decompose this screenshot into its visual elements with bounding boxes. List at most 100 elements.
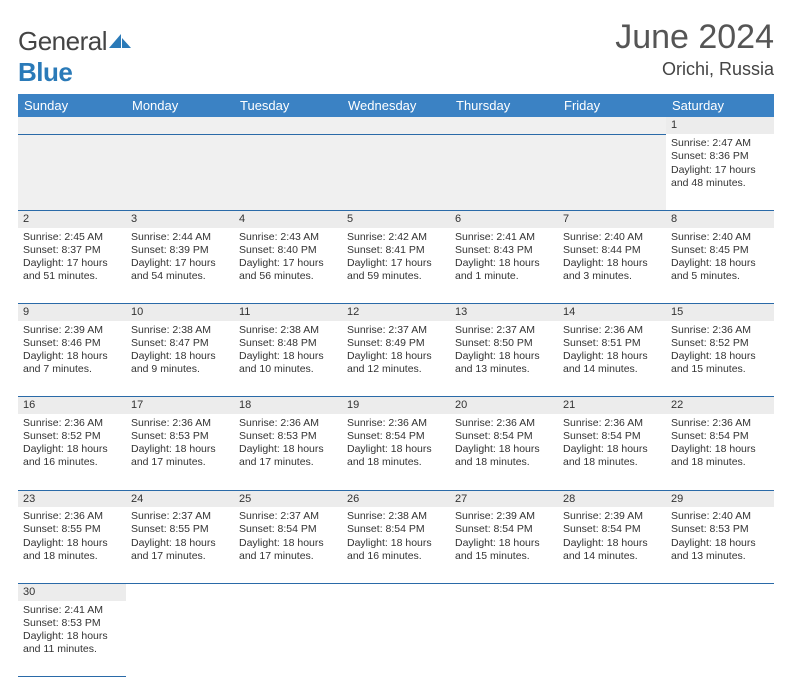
sunrise-line: Sunrise: 2:37 AM	[347, 324, 445, 337]
empty-cell	[342, 583, 450, 600]
empty-cell	[342, 117, 450, 134]
day-number: 12	[342, 304, 450, 321]
daylight-line: Daylight: 17 hours and 56 minutes.	[239, 257, 337, 283]
sunrise-line: Sunrise: 2:45 AM	[23, 231, 121, 244]
daylight-line: Daylight: 18 hours and 10 minutes.	[239, 350, 337, 376]
day-cell: Sunrise: 2:39 AMSunset: 8:46 PMDaylight:…	[18, 321, 126, 397]
sunrise-line: Sunrise: 2:36 AM	[671, 417, 769, 430]
brand-word2: Blue	[18, 57, 72, 87]
sunset-line: Sunset: 8:44 PM	[563, 244, 661, 257]
daynum-row: 1	[18, 117, 774, 134]
weekday-header: Friday	[558, 94, 666, 117]
day-number: 21	[558, 397, 666, 414]
day-number: 26	[342, 490, 450, 507]
day-cell: Sunrise: 2:36 AMSunset: 8:53 PMDaylight:…	[234, 414, 342, 490]
sunrise-line: Sunrise: 2:37 AM	[239, 510, 337, 523]
sunrise-line: Sunrise: 2:40 AM	[563, 231, 661, 244]
day-number: 15	[666, 304, 774, 321]
sunset-line: Sunset: 8:54 PM	[455, 430, 553, 443]
empty-cell	[558, 117, 666, 134]
sunrise-line: Sunrise: 2:37 AM	[455, 324, 553, 337]
day-cell: Sunrise: 2:37 AMSunset: 8:54 PMDaylight:…	[234, 507, 342, 583]
day-number: 29	[666, 490, 774, 507]
day-cell: Sunrise: 2:37 AMSunset: 8:55 PMDaylight:…	[126, 507, 234, 583]
sunset-line: Sunset: 8:40 PM	[239, 244, 337, 257]
sunrise-line: Sunrise: 2:38 AM	[239, 324, 337, 337]
sunrise-line: Sunrise: 2:37 AM	[131, 510, 229, 523]
day-cell: Sunrise: 2:36 AMSunset: 8:54 PMDaylight:…	[558, 414, 666, 490]
sunrise-line: Sunrise: 2:39 AM	[23, 324, 121, 337]
day-cell: Sunrise: 2:38 AMSunset: 8:47 PMDaylight:…	[126, 321, 234, 397]
sunrise-line: Sunrise: 2:36 AM	[23, 510, 121, 523]
daynum-row: 9101112131415	[18, 304, 774, 321]
brand-logo: General Blue	[18, 26, 133, 88]
day-cell: Sunrise: 2:36 AMSunset: 8:54 PMDaylight:…	[450, 414, 558, 490]
day-number: 20	[450, 397, 558, 414]
day-number: 14	[558, 304, 666, 321]
day-cell: Sunrise: 2:40 AMSunset: 8:45 PMDaylight:…	[666, 228, 774, 304]
day-cell: Sunrise: 2:38 AMSunset: 8:48 PMDaylight:…	[234, 321, 342, 397]
sunrise-line: Sunrise: 2:36 AM	[239, 417, 337, 430]
weekday-header: Wednesday	[342, 94, 450, 117]
sunset-line: Sunset: 8:55 PM	[131, 523, 229, 536]
sunset-line: Sunset: 8:54 PM	[671, 430, 769, 443]
day-number: 13	[450, 304, 558, 321]
day-number: 4	[234, 210, 342, 227]
daylight-line: Daylight: 18 hours and 14 minutes.	[563, 537, 661, 563]
sunrise-line: Sunrise: 2:47 AM	[671, 137, 769, 150]
daylight-line: Daylight: 18 hours and 18 minutes.	[347, 443, 445, 469]
sunset-line: Sunset: 8:54 PM	[563, 523, 661, 536]
day-cell: Sunrise: 2:41 AMSunset: 8:43 PMDaylight:…	[450, 228, 558, 304]
day-cell: Sunrise: 2:40 AMSunset: 8:53 PMDaylight:…	[666, 507, 774, 583]
sunrise-line: Sunrise: 2:40 AM	[671, 231, 769, 244]
empty-cell	[126, 134, 234, 210]
empty-cell	[126, 117, 234, 134]
brand-text: General Blue	[18, 26, 133, 88]
daylight-line: Daylight: 18 hours and 15 minutes.	[455, 537, 553, 563]
day-number: 1	[666, 117, 774, 134]
daylight-line: Daylight: 18 hours and 18 minutes.	[455, 443, 553, 469]
daylight-line: Daylight: 18 hours and 18 minutes.	[563, 443, 661, 469]
day-cell: Sunrise: 2:43 AMSunset: 8:40 PMDaylight:…	[234, 228, 342, 304]
sunrise-line: Sunrise: 2:41 AM	[23, 604, 121, 617]
title-block: June 2024 Orichi, Russia	[615, 18, 774, 80]
day-cell: Sunrise: 2:42 AMSunset: 8:41 PMDaylight:…	[342, 228, 450, 304]
sunset-line: Sunset: 8:52 PM	[23, 430, 121, 443]
day-number: 18	[234, 397, 342, 414]
weekday-header: Thursday	[450, 94, 558, 117]
day-number: 23	[18, 490, 126, 507]
sunset-line: Sunset: 8:51 PM	[563, 337, 661, 350]
brand-word1: General	[18, 26, 107, 56]
sunrise-line: Sunrise: 2:36 AM	[23, 417, 121, 430]
empty-cell	[234, 583, 342, 600]
day-number: 30	[18, 583, 126, 600]
day-number: 5	[342, 210, 450, 227]
sunset-line: Sunset: 8:53 PM	[131, 430, 229, 443]
day-cell: Sunrise: 2:38 AMSunset: 8:54 PMDaylight:…	[342, 507, 450, 583]
weekday-header-row: SundayMondayTuesdayWednesdayThursdayFrid…	[18, 94, 774, 117]
calendar-table: SundayMondayTuesdayWednesdayThursdayFrid…	[18, 94, 774, 677]
sunset-line: Sunset: 8:37 PM	[23, 244, 121, 257]
day-number: 7	[558, 210, 666, 227]
empty-cell	[342, 134, 450, 210]
sunset-line: Sunset: 8:46 PM	[23, 337, 121, 350]
day-cell: Sunrise: 2:36 AMSunset: 8:53 PMDaylight:…	[126, 414, 234, 490]
day-cell: Sunrise: 2:45 AMSunset: 8:37 PMDaylight:…	[18, 228, 126, 304]
daynum-row: 2345678	[18, 210, 774, 227]
location-label: Orichi, Russia	[615, 59, 774, 80]
sunrise-line: Sunrise: 2:36 AM	[671, 324, 769, 337]
daylight-line: Daylight: 18 hours and 1 minute.	[455, 257, 553, 283]
day-number: 3	[126, 210, 234, 227]
sunset-line: Sunset: 8:36 PM	[671, 150, 769, 163]
day-cell: Sunrise: 2:44 AMSunset: 8:39 PMDaylight:…	[126, 228, 234, 304]
weekday-header: Monday	[126, 94, 234, 117]
sunset-line: Sunset: 8:53 PM	[23, 617, 121, 630]
sunset-line: Sunset: 8:54 PM	[239, 523, 337, 536]
sunset-line: Sunset: 8:45 PM	[671, 244, 769, 257]
sunset-line: Sunset: 8:52 PM	[671, 337, 769, 350]
sunrise-line: Sunrise: 2:42 AM	[347, 231, 445, 244]
sunrise-line: Sunrise: 2:36 AM	[131, 417, 229, 430]
day-number: 2	[18, 210, 126, 227]
day-number: 8	[666, 210, 774, 227]
day-number: 10	[126, 304, 234, 321]
